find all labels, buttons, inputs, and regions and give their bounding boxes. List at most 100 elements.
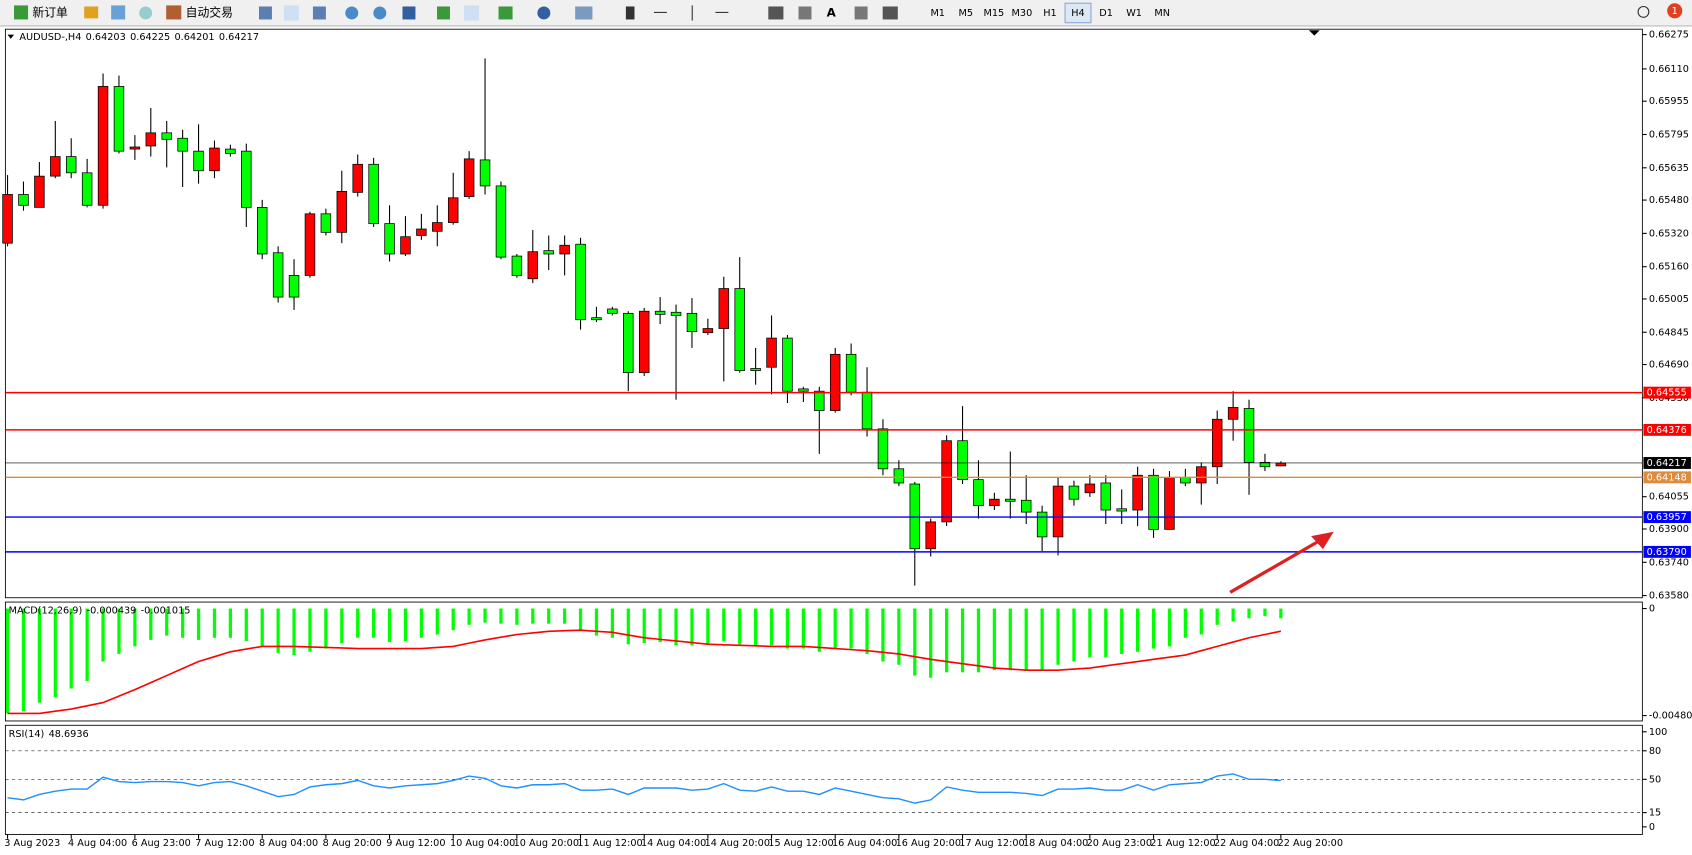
macd-bar (356, 608, 360, 638)
icon[interactable] (373, 6, 387, 20)
text-tool[interactable]: A (827, 5, 837, 19)
macd-bar (1024, 608, 1028, 671)
search-icon[interactable] (1637, 5, 1650, 18)
y-tick-label: 0.63900 (1649, 524, 1689, 535)
macd-bar (1183, 608, 1187, 638)
macd-bar (754, 608, 758, 647)
candle-body (2, 194, 13, 244)
icon[interactable] (715, 11, 729, 13)
macd-bar (976, 608, 981, 673)
timeframe-button[interactable]: M15 (983, 8, 1004, 19)
x-tick-label: 11 Aug 12:00 (577, 838, 642, 849)
candle-body (65, 156, 77, 174)
icon[interactable] (139, 6, 153, 20)
candle-body (256, 206, 268, 255)
macd-bar (610, 608, 614, 638)
timeframe-button[interactable]: MN (1154, 8, 1170, 19)
macd-bar (483, 608, 487, 623)
candle-body (893, 468, 905, 484)
timeframe-button[interactable]: H4 (1071, 8, 1084, 19)
macd-bar (244, 608, 248, 641)
macd-bar (945, 608, 949, 673)
x-tick-label: 14 Aug 04:00 (641, 838, 706, 849)
icon[interactable] (437, 6, 450, 20)
icon[interactable] (258, 6, 272, 20)
timeframe-button[interactable]: H1 (1043, 8, 1056, 19)
new-order-button[interactable]: 新订单 (14, 5, 68, 19)
icon[interactable] (111, 5, 126, 20)
price-label-bg (1643, 457, 1691, 469)
signal-line (7, 629, 1282, 715)
macd-bar (578, 608, 583, 632)
auto-trading-button[interactable]: 自动交易 (166, 5, 233, 19)
icon[interactable] (537, 6, 551, 20)
candle-body (1275, 462, 1287, 467)
icon[interactable] (854, 6, 868, 20)
macd-bar (1215, 608, 1219, 625)
candle-body (113, 86, 125, 152)
icon[interactable] (402, 6, 416, 20)
candle-body (989, 498, 1000, 507)
icon[interactable] (625, 6, 635, 20)
macd-bar (340, 608, 344, 644)
candle-body (288, 275, 300, 298)
icon[interactable] (882, 6, 898, 20)
candle-body (432, 222, 443, 232)
timeframe-active (1064, 2, 1092, 24)
candle-body (241, 150, 252, 208)
icon[interactable] (768, 6, 784, 20)
y-tick-label: -0.004802 (1649, 711, 1692, 722)
timeframe-button[interactable]: M30 (1012, 8, 1033, 19)
icon[interactable] (345, 6, 359, 20)
candle-body (814, 390, 825, 411)
icon[interactable] (691, 5, 693, 21)
macd-bar (69, 608, 73, 689)
icon[interactable] (498, 6, 513, 20)
x-tick-label: 21 Aug 12:00 (1150, 838, 1215, 849)
price-label: 0.64217 (1647, 458, 1687, 469)
macd-bar (626, 608, 630, 645)
icon[interactable] (464, 5, 480, 21)
macd-bar (1199, 608, 1203, 635)
timeframe-button[interactable]: W1 (1126, 8, 1142, 19)
candle-body (1068, 485, 1080, 500)
icon[interactable] (283, 5, 299, 21)
candle-body (368, 163, 379, 224)
icon[interactable] (653, 11, 667, 13)
candle-body (559, 244, 570, 255)
timeframe-button[interactable]: M5 (959, 8, 974, 19)
candle-body (766, 337, 777, 368)
candle-body (272, 252, 284, 298)
ohlc-value: 0.64225 (130, 32, 170, 43)
candle-body (161, 132, 172, 140)
candle-body (352, 163, 363, 193)
candle-body (1100, 482, 1112, 511)
candle-body (638, 310, 650, 374)
icon[interactable] (798, 6, 812, 20)
auto-trading-label[interactable]: 自动交易 (186, 5, 233, 19)
indicator-header: RSI(14) 48.6936 (9, 729, 89, 740)
candle-body (829, 353, 841, 411)
level-label-bg (1643, 386, 1691, 399)
icon[interactable] (575, 6, 593, 20)
macd-bar (1120, 608, 1124, 654)
candle-body (845, 353, 857, 393)
icon[interactable] (84, 6, 99, 19)
icon[interactable] (312, 6, 326, 20)
x-tick-label: 14 Aug 20:00 (705, 838, 770, 849)
x-tick-label: 7 Aug 12:00 (195, 838, 254, 849)
timeframe-button[interactable]: M1 (930, 8, 945, 19)
candle-body (973, 479, 984, 507)
timeframe-button[interactable]: D1 (1099, 8, 1113, 19)
chart-panel: 0.66275 0.66110 0.65955 0.65795 0.65635 0.654… (2, 28, 1691, 602)
candle-body (670, 311, 682, 316)
macd-bar (658, 608, 662, 643)
notification-badge[interactable] (1667, 3, 1683, 19)
macd-bar (960, 608, 965, 673)
macd-bar (547, 608, 551, 624)
new-order-label[interactable]: 新订单 (32, 5, 68, 19)
macd-bar (387, 608, 392, 643)
y-tick-label: 0.66110 (1649, 64, 1689, 75)
macd-bar (228, 608, 233, 638)
candle-body (607, 308, 618, 314)
